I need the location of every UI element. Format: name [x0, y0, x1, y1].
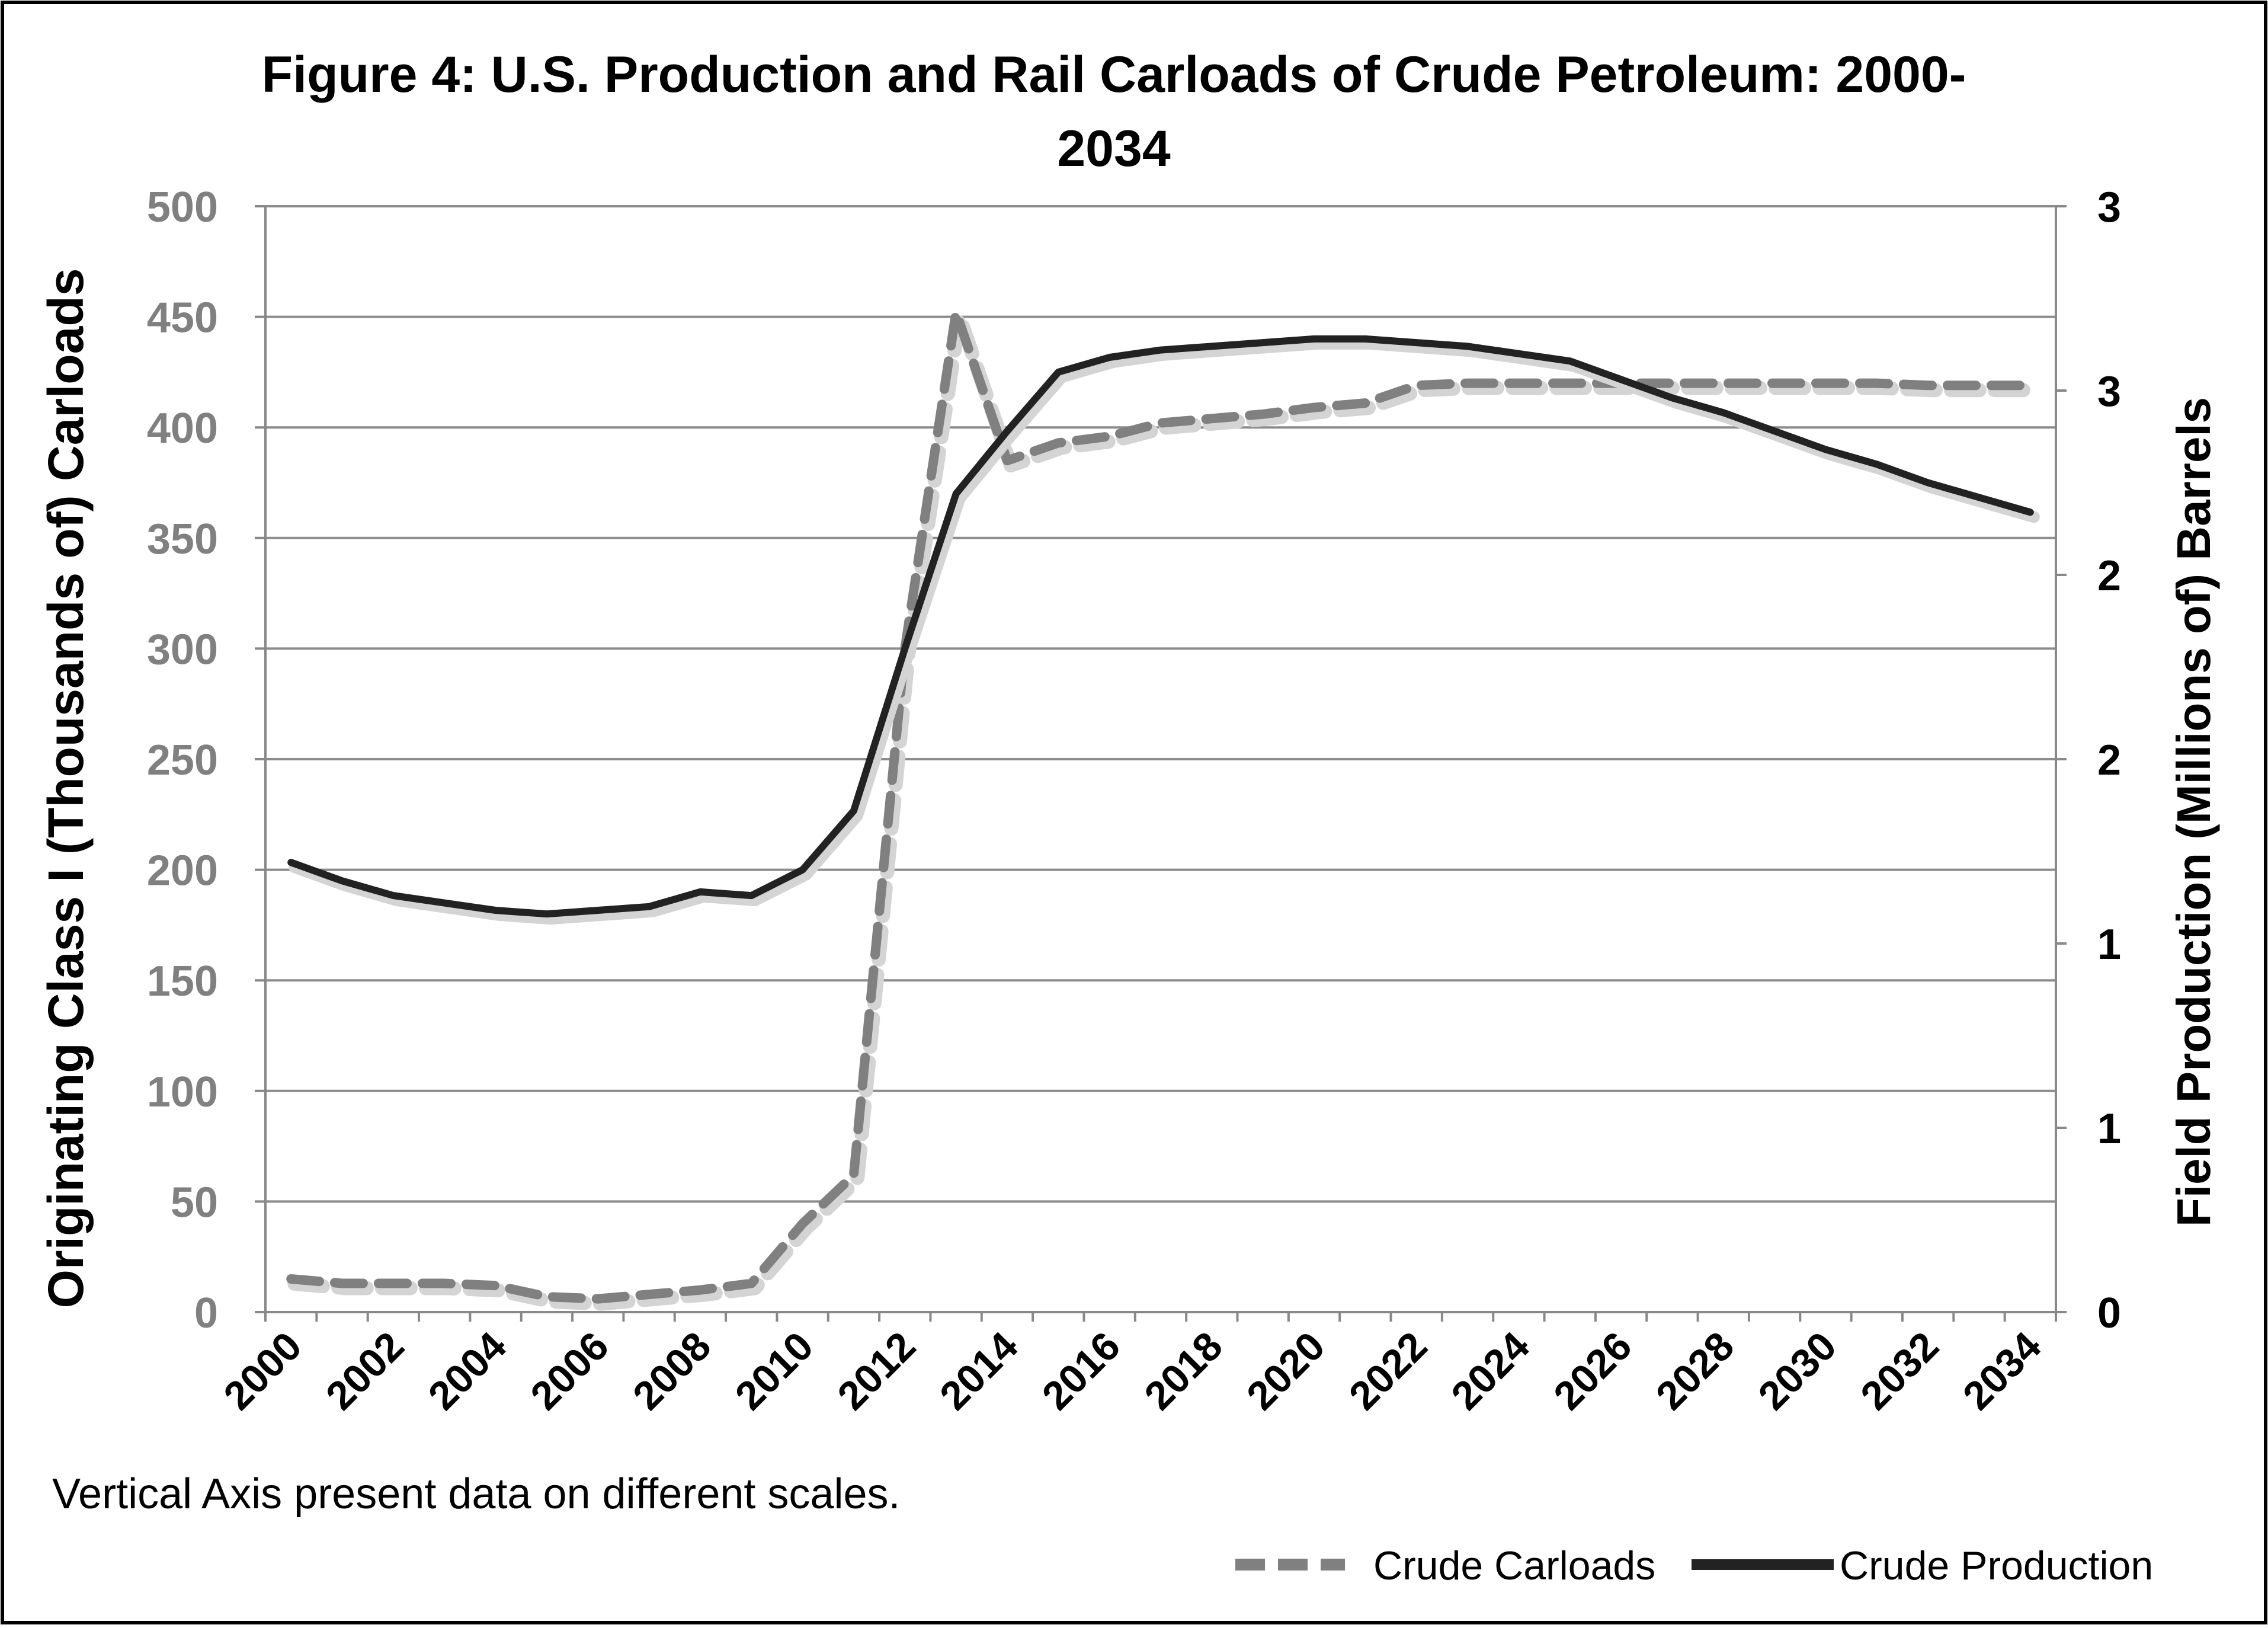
- chart-title-line2: 2034: [1057, 120, 1170, 177]
- left-tick-label: 350: [147, 516, 218, 563]
- left-tick-label: 400: [147, 405, 218, 452]
- left-tick-label: 450: [147, 295, 218, 342]
- right-tick-label: 1: [2097, 921, 2121, 968]
- right-axis-label: Field Production (Millions of) Barrels: [2167, 397, 2220, 1227]
- right-tick-label: 2: [2097, 737, 2121, 784]
- left-tick-label: 200: [147, 847, 218, 895]
- left-tick-label: 150: [147, 958, 218, 1005]
- series-layer: [286, 308, 2041, 1311]
- left-tick-label: 100: [147, 1069, 218, 1116]
- left-tick-label: 250: [147, 737, 218, 784]
- right-tick-label: 0: [2097, 1290, 2121, 1337]
- left-tick-label: 50: [171, 1179, 218, 1226]
- left-axis-label: Originating Class I (Thousands of) Carlo…: [38, 268, 94, 1309]
- left-tick-label: 500: [147, 184, 218, 231]
- left-axis-ticks: 0 50 100 150 200 250 300 350 400 450 500: [147, 184, 265, 1337]
- left-tick-label: 300: [147, 626, 218, 673]
- legend-label-crude-carloads: Crude Carloads: [1373, 1543, 1655, 1588]
- chart-title-line1: Figure 4: U.S. Production and Rail Carlo…: [262, 46, 1966, 103]
- right-tick-label: 1: [2097, 1105, 2121, 1153]
- right-tick-label: 2: [2097, 552, 2121, 600]
- right-tick-label: 3: [2097, 368, 2121, 415]
- series-line-crude-production: [287, 335, 2034, 918]
- left-tick-label: 0: [194, 1290, 218, 1337]
- right-tick-label: 3: [2097, 184, 2121, 231]
- right-axis-ticks: 0 1 1 2 2 3 3: [2056, 184, 2121, 1337]
- legend-label-crude-production: Crude Production: [1840, 1543, 2153, 1588]
- gridlines: [265, 205, 2056, 1203]
- footnote: Vertical Axis present data on different …: [52, 1470, 901, 1518]
- series-line-crude-carloads: [286, 308, 2035, 1304]
- legend: Crude Carloads Crude Production: [1235, 1543, 2153, 1588]
